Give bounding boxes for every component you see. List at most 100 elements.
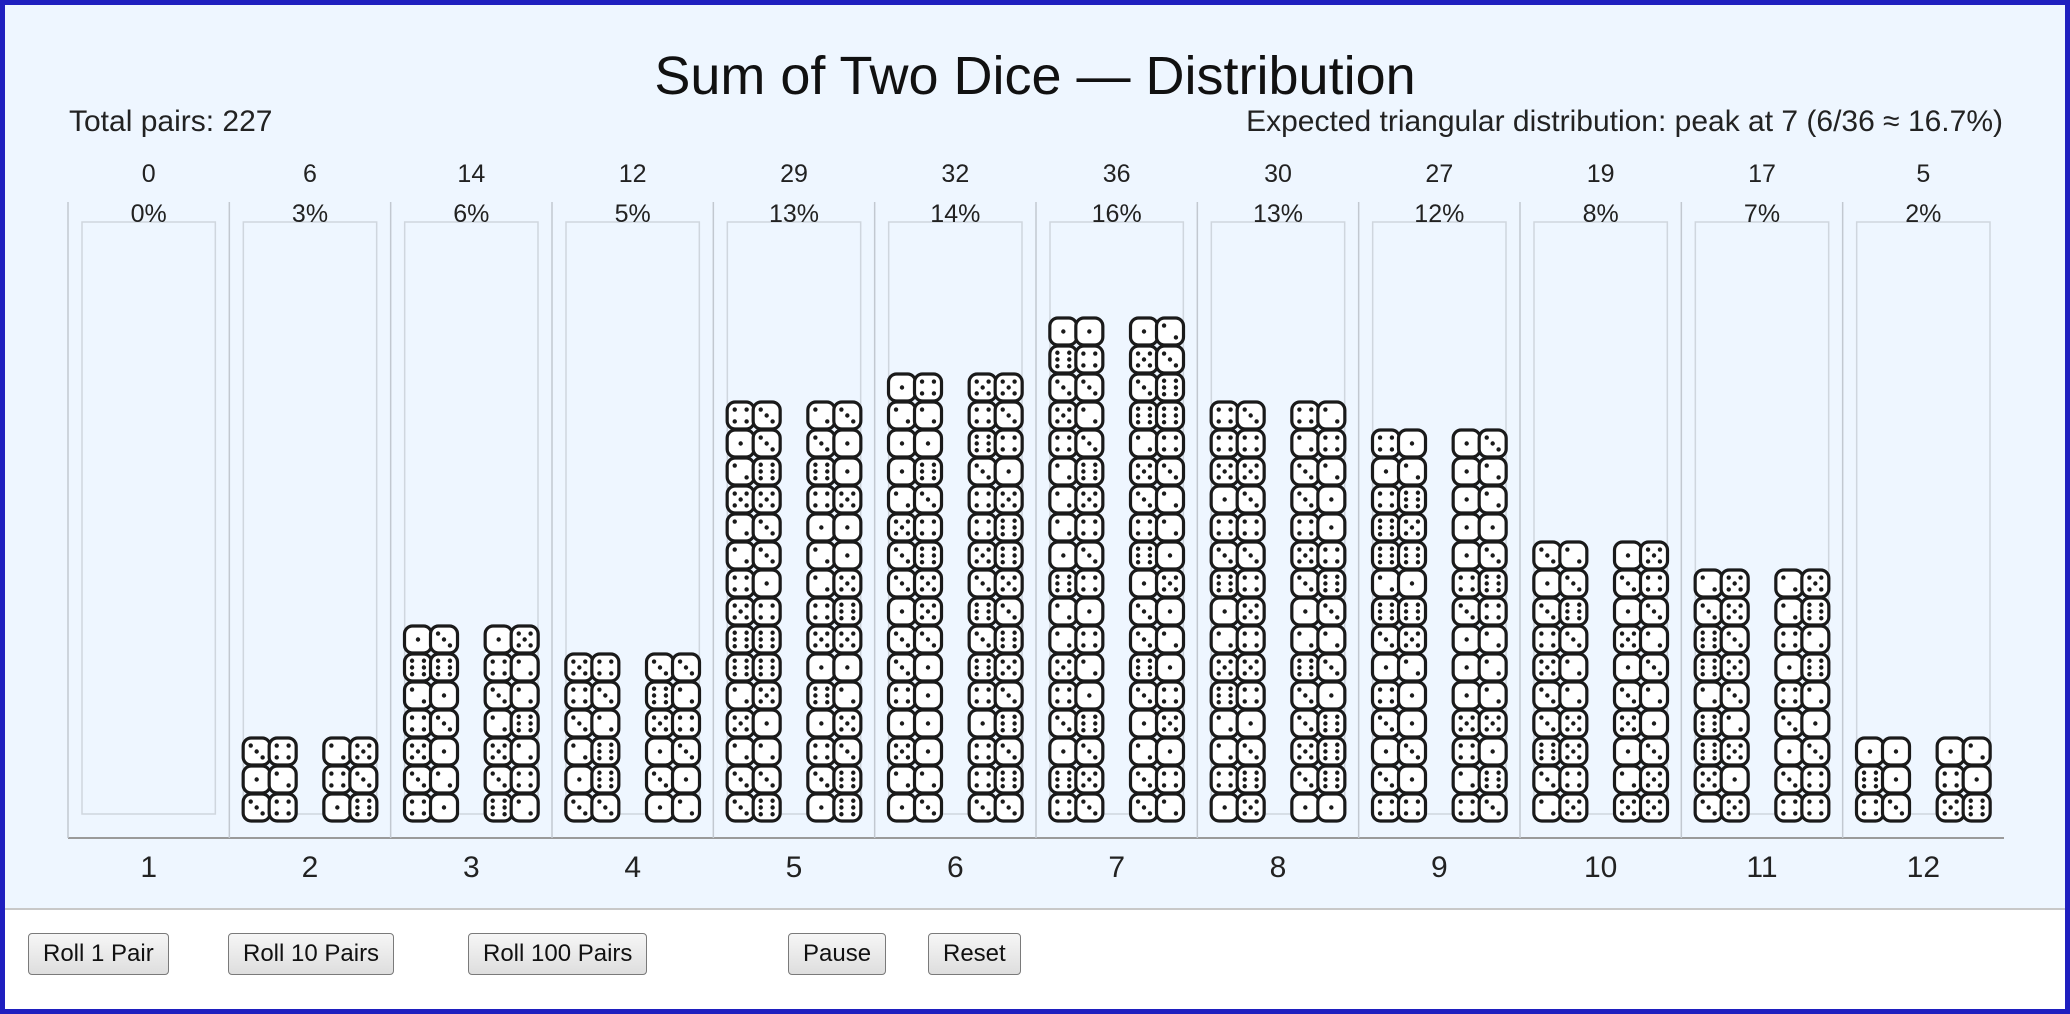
die-pip	[1389, 525, 1395, 530]
die-pip	[1377, 811, 1383, 816]
roll-1-pair-button[interactable]: Roll 1 Pair	[28, 933, 169, 975]
die-pip	[758, 743, 763, 748]
die-pip	[1631, 715, 1637, 720]
die-pip	[341, 771, 346, 776]
die-pip	[571, 671, 576, 676]
die-pip	[1403, 519, 1409, 524]
die-pip	[1484, 784, 1489, 789]
die-pip	[1012, 777, 1017, 782]
die-pip	[839, 784, 844, 789]
die-237	[1154, 624, 1186, 655]
die-pip	[851, 419, 856, 424]
die-pip	[1377, 546, 1383, 551]
die-pip	[931, 587, 937, 592]
die-pip	[1781, 811, 1786, 816]
die-pip	[1490, 525, 1495, 530]
die-pip	[1781, 771, 1786, 776]
die-169	[993, 624, 1024, 655]
die-pip	[689, 671, 695, 676]
die-pip	[1141, 693, 1147, 698]
die-pip	[1335, 756, 1340, 761]
die-pip	[1968, 798, 1973, 803]
die-pip	[893, 491, 899, 496]
die-pip	[1577, 727, 1582, 732]
die-286	[1209, 428, 1240, 459]
die-pip	[893, 407, 899, 412]
die-pip	[583, 659, 588, 664]
die-37	[509, 652, 540, 683]
die-pip	[1248, 749, 1253, 754]
die-pip	[974, 503, 979, 508]
die-pip	[1738, 603, 1743, 608]
die-pip	[447, 658, 453, 663]
die-pip	[1173, 643, 1179, 648]
die-163	[993, 708, 1024, 739]
pause-button[interactable]: Pause	[788, 933, 887, 975]
die-pip	[1403, 531, 1409, 536]
die-pip	[925, 637, 931, 642]
die-202	[1048, 596, 1079, 627]
column-outline	[1855, 221, 1991, 815]
die-pip	[1415, 490, 1421, 495]
die-pip	[1484, 603, 1489, 608]
die-pip	[1006, 385, 1011, 390]
die-pip	[496, 777, 501, 782]
die-pip	[1415, 643, 1421, 648]
die-pip	[1484, 574, 1489, 579]
die-pip	[1619, 727, 1625, 732]
die-pip	[1496, 727, 1501, 732]
die-pip	[1712, 665, 1717, 670]
percent-label-12: 2%	[1905, 200, 1941, 228]
die-pip	[1242, 547, 1247, 552]
die-pip	[839, 609, 844, 614]
die-pip	[657, 777, 663, 782]
die-pip	[1303, 609, 1308, 614]
die-pip	[899, 581, 905, 586]
die-pip	[1389, 643, 1395, 648]
die-pip	[1081, 462, 1086, 467]
die-pip	[1980, 812, 1985, 817]
die-pip	[415, 777, 421, 782]
die-pip	[919, 462, 925, 467]
die-pip	[1173, 378, 1179, 383]
die-pip	[893, 531, 899, 536]
die-pip	[732, 771, 737, 776]
die-pip	[1887, 799, 1893, 804]
x-tick-label-1: 1	[140, 851, 157, 884]
roll-10-pairs-button[interactable]: Roll 10 Pairs	[228, 933, 395, 975]
roll-100-pairs-button[interactable]: Roll 100 Pairs	[468, 933, 648, 975]
die-pip	[825, 700, 830, 705]
die-pip	[744, 644, 749, 649]
die-pip	[409, 665, 415, 670]
die-pip	[1415, 497, 1421, 502]
die-158	[967, 764, 998, 795]
die-pip	[1496, 503, 1501, 508]
die-pip	[1081, 379, 1086, 384]
die-pip	[1565, 715, 1570, 720]
die-pip	[689, 715, 695, 720]
die-pip	[845, 749, 850, 754]
die-pip	[744, 783, 749, 788]
die-pip	[986, 665, 991, 670]
die-pip	[1147, 519, 1153, 524]
die-pip	[1161, 771, 1167, 776]
die-pip	[1309, 419, 1314, 424]
die-pip	[1297, 419, 1302, 424]
die-pip	[1012, 532, 1017, 537]
die-pip	[919, 546, 925, 551]
die-pip	[1242, 475, 1247, 480]
die-pip	[845, 525, 850, 530]
count-label-7: 36	[1103, 160, 1131, 188]
die-pip	[770, 491, 775, 496]
die-pip	[974, 575, 979, 580]
die-pip	[1706, 777, 1711, 782]
die-118	[806, 456, 837, 487]
die-29	[509, 764, 540, 795]
die-183	[993, 428, 1024, 459]
die-346	[1370, 428, 1402, 459]
die-pip	[1496, 615, 1501, 620]
reset-button[interactable]: Reset	[928, 933, 1021, 975]
die-pip	[1242, 777, 1247, 782]
die-pip	[1807, 771, 1812, 776]
die-pip	[583, 687, 588, 692]
